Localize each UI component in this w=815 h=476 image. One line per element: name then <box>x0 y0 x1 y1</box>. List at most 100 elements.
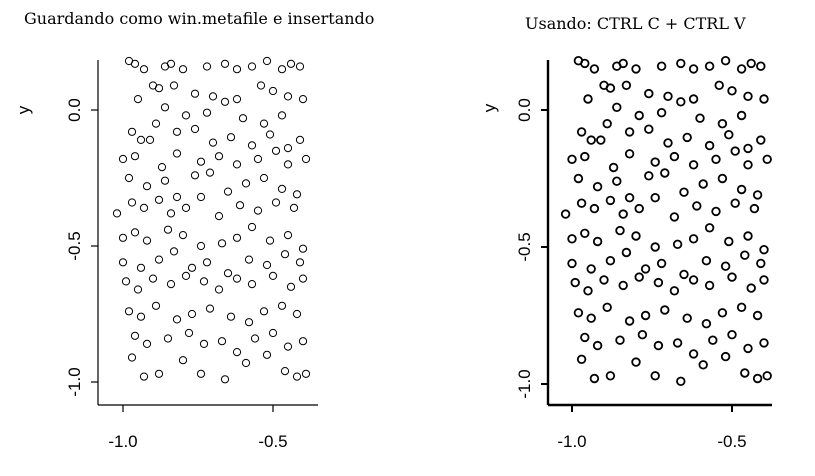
left-scatter-point <box>259 173 269 183</box>
right-scatter-point <box>612 102 622 112</box>
left-scatter-point <box>286 59 296 68</box>
left-scatter-point <box>223 187 233 196</box>
left-scatter-point <box>256 81 266 90</box>
left-scatter-point <box>172 127 182 136</box>
left-scatter-point <box>208 92 218 101</box>
right-scatter-point <box>618 58 628 69</box>
right-scatter-point <box>688 275 699 285</box>
left-scatter-point <box>172 315 182 324</box>
right-scatter-point <box>650 242 660 252</box>
left-scatter-point <box>136 135 146 144</box>
left-scatter-point <box>202 108 212 117</box>
right-scatter-point <box>640 310 651 321</box>
right-panel: Usando: CTRL C + CTRL V 0.0 -0.5 -1.0 -1.0… <box>480 14 772 451</box>
right-scatter-point <box>656 258 667 269</box>
right-x-tick-label: -0.5 <box>717 432 746 451</box>
right-scatter-point <box>717 308 728 318</box>
right-scatter-point <box>701 256 712 266</box>
right-scatter-point <box>743 143 753 154</box>
right-scatter-point <box>727 86 737 96</box>
right-scatter-point <box>650 371 660 381</box>
left-scatter-point <box>214 285 224 294</box>
left-scatter-point <box>181 271 191 280</box>
right-y-ticks: 0.0 -0.5 -1.0 <box>515 98 548 399</box>
right-scatter-point <box>634 110 644 121</box>
right-scatter-point <box>573 308 584 318</box>
right-scatter-point <box>602 302 612 312</box>
left-scatter-point <box>232 233 242 242</box>
left-scatter-point <box>247 280 257 289</box>
left-scatter-point <box>145 135 155 144</box>
left-scatter-point <box>160 176 170 185</box>
left-scatter-point <box>127 198 137 207</box>
right-scatter-point <box>586 264 596 274</box>
right-scatter-point <box>621 80 632 90</box>
right-scatter-point <box>688 234 699 244</box>
left-scatter-point <box>232 95 242 104</box>
left-scatter-point <box>133 285 143 294</box>
right-scatter-point <box>644 124 654 134</box>
right-plot-area <box>560 56 772 386</box>
left-scatter-point <box>112 209 122 218</box>
right-scatter-point <box>730 198 740 208</box>
left-scatter-point <box>247 141 257 150</box>
right-scatter-point <box>752 373 763 384</box>
left-scatter-point <box>199 277 209 286</box>
right-scatter-point <box>644 88 654 99</box>
right-scatter-point <box>727 330 737 340</box>
right-scatter-point <box>589 373 600 384</box>
left-scatter-point <box>130 152 140 161</box>
right-scatter-point <box>650 157 660 167</box>
right-scatter-point <box>756 258 766 269</box>
right-scatter-point <box>634 272 644 282</box>
left-scatter-point <box>196 157 206 166</box>
right-scatter-point <box>736 110 747 121</box>
left-scatter-point <box>163 225 173 234</box>
left-scatter-point <box>166 209 176 218</box>
left-scatter-point <box>301 154 311 164</box>
right-scatter-point <box>644 171 654 181</box>
right-scatter-point <box>695 113 705 123</box>
right-scatter-point <box>637 330 648 340</box>
left-scatter-point <box>262 56 272 66</box>
left-scatter-point <box>280 250 290 259</box>
left-caption: Guardando como win.metafile e insertando <box>24 9 374 28</box>
right-scatter-point <box>692 201 702 211</box>
right-scatter-point <box>759 275 769 285</box>
left-y-tick-label: -0.5 <box>65 231 84 260</box>
right-scatter-point <box>711 154 721 164</box>
right-scatter-point <box>730 146 740 156</box>
right-scatter-point <box>740 368 750 378</box>
left-scatter-point <box>169 81 179 90</box>
left-scatter-point <box>166 59 176 68</box>
left-scatter-point <box>232 160 242 169</box>
left-scatter-point <box>262 350 272 359</box>
left-scatter-point <box>292 190 302 199</box>
right-scatter-point <box>576 127 587 137</box>
right-y-tick-label: 0.0 <box>515 98 534 122</box>
right-y-axis-label: y <box>480 103 499 112</box>
left-scatter-point <box>283 144 293 153</box>
left-scatter-point <box>163 334 173 343</box>
left-scatter-point <box>118 233 128 242</box>
right-scatter-point <box>576 354 587 364</box>
left-scatter-point <box>199 339 209 348</box>
left-scatter-point <box>154 369 164 378</box>
left-scatter-point <box>298 95 308 104</box>
right-scatter-point <box>656 107 667 118</box>
right-scatter-point <box>583 286 593 296</box>
left-scatter-point <box>241 179 251 188</box>
left-scatter-point <box>187 263 197 272</box>
right-scatter-point <box>586 135 596 145</box>
left-scatter-point <box>154 255 164 264</box>
left-scatter-point <box>247 222 257 232</box>
right-scatter-point <box>724 129 734 140</box>
right-scatter-point <box>618 280 628 291</box>
right-scatter-point <box>676 376 686 386</box>
left-scatter-point <box>253 154 263 164</box>
right-scatter-point <box>624 127 635 137</box>
right-scatter-point <box>679 269 689 280</box>
right-scatter-point <box>688 64 699 74</box>
right-scatter-point <box>756 135 766 145</box>
left-scatter-point <box>265 130 275 139</box>
